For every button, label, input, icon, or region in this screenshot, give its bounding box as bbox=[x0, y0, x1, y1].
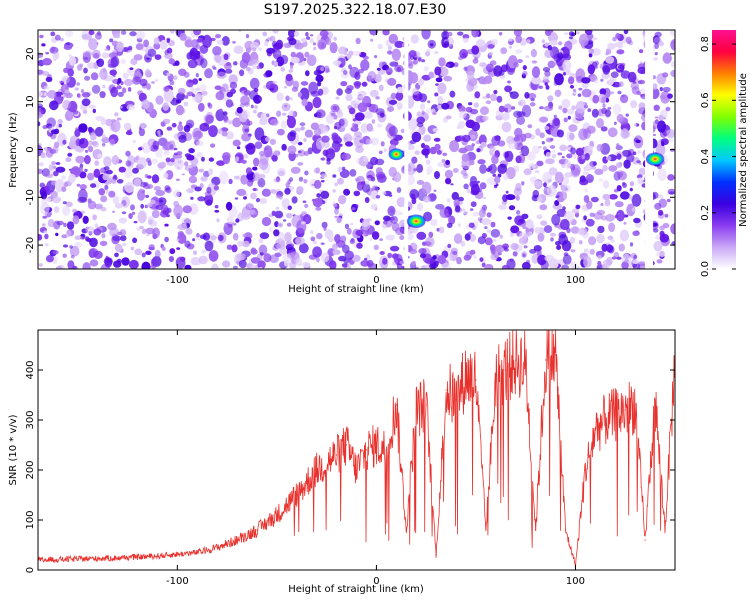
spectrogram-x-ticks: -100 0 100 bbox=[166, 30, 585, 286]
spectrogram-y-tick-label-4: -20 bbox=[25, 237, 36, 253]
snr-point-42 bbox=[644, 539, 646, 541]
snr-point-40 bbox=[624, 409, 626, 411]
snr-point-12 bbox=[345, 444, 348, 446]
snr-point-24 bbox=[465, 374, 467, 376]
colorbar-tick-label-1: 0.2 bbox=[700, 205, 711, 221]
snr-point-14 bbox=[365, 449, 368, 451]
snr-point-17 bbox=[395, 404, 397, 406]
snr-point-30 bbox=[525, 364, 527, 366]
colorbar: 0.0 0.2 0.4 0.6 0.8 Normalized spectral ampl… bbox=[700, 30, 749, 277]
colorbar-ticks: 0.0 0.2 0.4 0.6 0.8 bbox=[700, 36, 736, 277]
snr-x-tick-label-0: -100 bbox=[166, 576, 189, 587]
snr-point-10 bbox=[316, 469, 318, 471]
snr-point-2 bbox=[117, 557, 119, 559]
spectrogram-hot-spot-2 bbox=[645, 152, 665, 166]
snr-point-39 bbox=[614, 414, 616, 416]
snr-point-19 bbox=[415, 409, 417, 411]
snr-point-33 bbox=[555, 354, 557, 356]
colorbar-gradient bbox=[712, 30, 736, 269]
snr-point-7 bbox=[256, 529, 258, 531]
snr-y-tick-label-1: 100 bbox=[25, 510, 36, 529]
snr-y-tick-label-0: 0 bbox=[25, 567, 36, 573]
spectrogram-y-tick-label-0: 20 bbox=[25, 48, 36, 61]
colorbar-label: Normalized spectral amplitude bbox=[738, 73, 749, 227]
snr-point-20 bbox=[425, 404, 427, 406]
spectrogram-hot-spot-1 bbox=[406, 214, 426, 228]
snr-point-1 bbox=[77, 558, 79, 560]
snr-y-tick-label-2: 200 bbox=[25, 460, 36, 479]
spectrogram-gaps bbox=[404, 30, 654, 269]
snr-point-32 bbox=[545, 359, 547, 361]
snr-line bbox=[38, 330, 675, 568]
snr-point-5 bbox=[216, 546, 218, 549]
spectrogram-x-label: Height of straight line (km) bbox=[288, 284, 424, 295]
snr-point-22 bbox=[445, 389, 447, 391]
spectrogram-y-tick-label-1: 10 bbox=[25, 95, 36, 108]
spectrogram-hot-spots bbox=[388, 148, 665, 228]
colorbar-tick-label-4: 0.8 bbox=[700, 36, 711, 52]
snr-background bbox=[38, 330, 675, 570]
snr-point-28 bbox=[505, 369, 507, 371]
snr-point-21 bbox=[435, 554, 437, 556]
spectrogram-x-tick-label-2: 100 bbox=[566, 275, 585, 286]
snr-point-16 bbox=[385, 449, 387, 451]
snr-series bbox=[38, 330, 675, 568]
snr-point-31 bbox=[535, 529, 537, 531]
colorbar-tick-label-0: 0.0 bbox=[700, 261, 711, 277]
snr-x-tick-label-1: 0 bbox=[373, 576, 379, 587]
snr-point-44 bbox=[664, 529, 666, 531]
snr-x-tick-label-2: 100 bbox=[566, 576, 585, 587]
colorbar-tick-label-2: 0.4 bbox=[700, 149, 711, 165]
snr-point-9 bbox=[296, 494, 298, 496]
snr-point-6 bbox=[236, 539, 238, 541]
spectrogram-x-tick-label-0: -100 bbox=[166, 275, 189, 286]
snr-point-23 bbox=[455, 399, 457, 401]
snr-point-8 bbox=[276, 514, 278, 516]
spectrogram-x-tick-label-1: 0 bbox=[373, 275, 379, 286]
snr-x-ticks: -100 0 100 bbox=[166, 330, 585, 587]
snr-x-label: Height of straight line (km) bbox=[288, 584, 424, 595]
spectrogram-y-label: Frequency (Hz) bbox=[8, 112, 19, 188]
snr-point-11 bbox=[336, 454, 338, 456]
chart-title: S197.2025.322.18.07.E30 bbox=[264, 2, 447, 18]
spectrogram-y-tick-label-2: 0 bbox=[25, 146, 36, 152]
snr-point-41 bbox=[634, 404, 636, 406]
snr-point-4 bbox=[196, 551, 198, 554]
spectrogram-gap-0 bbox=[404, 30, 409, 269]
snr-point-43 bbox=[654, 399, 656, 401]
snr-point-13 bbox=[355, 469, 358, 471]
snr-y-ticks: 0 100 200 300 400 bbox=[25, 360, 675, 573]
snr-point-26 bbox=[485, 529, 487, 531]
snr-point-36 bbox=[584, 469, 587, 471]
colorbar-tick-label-3: 0.6 bbox=[700, 92, 711, 108]
snr-point-15 bbox=[375, 444, 377, 446]
snr-y-tick-label-3: 300 bbox=[25, 410, 36, 429]
snr-point-38 bbox=[604, 419, 606, 421]
snr-point-18 bbox=[405, 529, 407, 531]
snr-point-25 bbox=[475, 379, 477, 381]
snr-panel: -100 0 100 0 100 200 300 400 Height of straigh… bbox=[8, 329, 676, 595]
snr-y-tick-label-4: 400 bbox=[25, 360, 36, 379]
spectrogram-y-tick-label-3: -10 bbox=[25, 189, 36, 205]
snr-frame bbox=[37, 329, 676, 571]
snr-y-label: SNR (10 * v/v) bbox=[8, 414, 19, 485]
snr-point-34 bbox=[564, 529, 567, 531]
snr-point-3 bbox=[156, 555, 158, 557]
spectrogram-y-ticks: 20 10 0 -10 -20 bbox=[25, 48, 675, 253]
snr-point-27 bbox=[495, 374, 497, 376]
spectrogram-gap-1 bbox=[645, 30, 654, 269]
snr-point-29 bbox=[515, 359, 517, 361]
spectrogram-hot-spot-0 bbox=[388, 148, 405, 161]
snr-point-37 bbox=[594, 429, 597, 431]
